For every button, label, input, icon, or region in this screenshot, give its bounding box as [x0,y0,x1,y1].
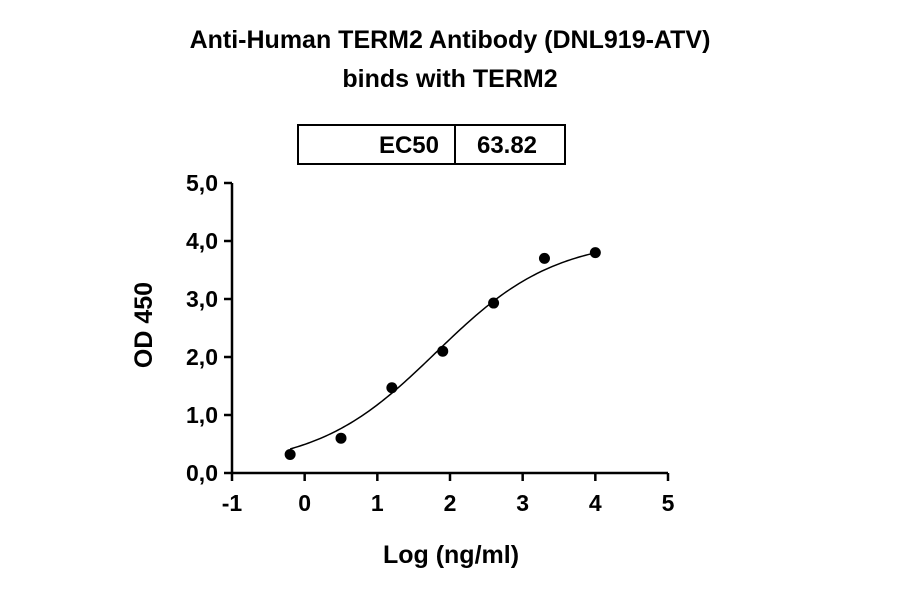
x-tick-label: 1 [371,490,384,516]
ec50-value: 63.82 [477,132,537,159]
y-tick-label: 1,0 [186,402,218,428]
x-tick-label: 5 [662,490,675,516]
y-axis-label: OD 450 [130,282,158,368]
data-point [437,345,449,357]
x-tick-label: 2 [444,490,457,516]
data-point [335,432,347,444]
data-point [589,247,601,259]
x-tick-label: 0 [298,490,311,516]
ec50-label: EC50 [379,132,439,159]
data-point [488,297,500,309]
x-axis-label: Log (ng/ml) [383,541,519,569]
data-point [284,448,296,460]
chart-title-line-1: Anti-Human TERM2 Antibody (DNL919-ATV) [190,26,711,54]
plot-area: 0,0 1,0 2,0 3,0 4,0 5,0 -1 0 1 2 3 4 5 [186,170,675,516]
y-tick-label: 0,0 [186,460,218,486]
x-tick-label: 4 [589,490,602,516]
ec50-box-frame [297,124,566,165]
chart-title-line-2: binds with TERM2 [342,65,557,93]
x-tick-label: 3 [516,490,529,516]
y-tick-label: 5,0 [186,170,218,196]
ec50-box: EC50 63.82 [297,124,566,165]
data-point [386,382,398,394]
y-tick-label: 3,0 [186,286,218,312]
y-tick-label: 2,0 [186,344,218,370]
y-tick-label: 4,0 [186,228,218,254]
x-tick-label: -1 [222,490,243,516]
data-point [538,252,550,264]
